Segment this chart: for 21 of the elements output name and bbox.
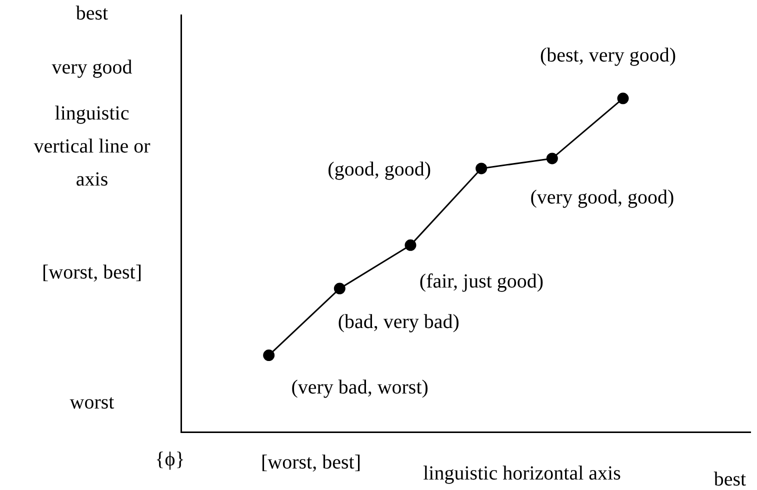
text: very good: [52, 56, 132, 80]
text: worst: [70, 390, 114, 416]
annotation: (very bad, worst): [291, 376, 428, 399]
annotation: (bad, very bad): [338, 310, 460, 333]
y-axis-title: linguistic vertical line or axis: [32, 102, 152, 192]
point: [334, 282, 346, 294]
annotation: (very good, good): [530, 186, 674, 209]
text: {ϕ}: [155, 448, 185, 472]
point: [404, 239, 416, 251]
text: [worst, best]: [42, 260, 142, 286]
annotation: (good, good): [328, 158, 431, 181]
annotation: (fair, just good): [419, 270, 544, 292]
text: best: [714, 468, 746, 490]
point: [263, 350, 275, 362]
text: (best, very good): [540, 44, 676, 67]
text: [worst, best]: [261, 450, 361, 476]
point: [617, 92, 629, 104]
x-axis-title: linguistic horizontal axis: [422, 462, 622, 486]
point: [476, 162, 488, 174]
point: [546, 152, 558, 164]
text: best: [76, 2, 108, 26]
